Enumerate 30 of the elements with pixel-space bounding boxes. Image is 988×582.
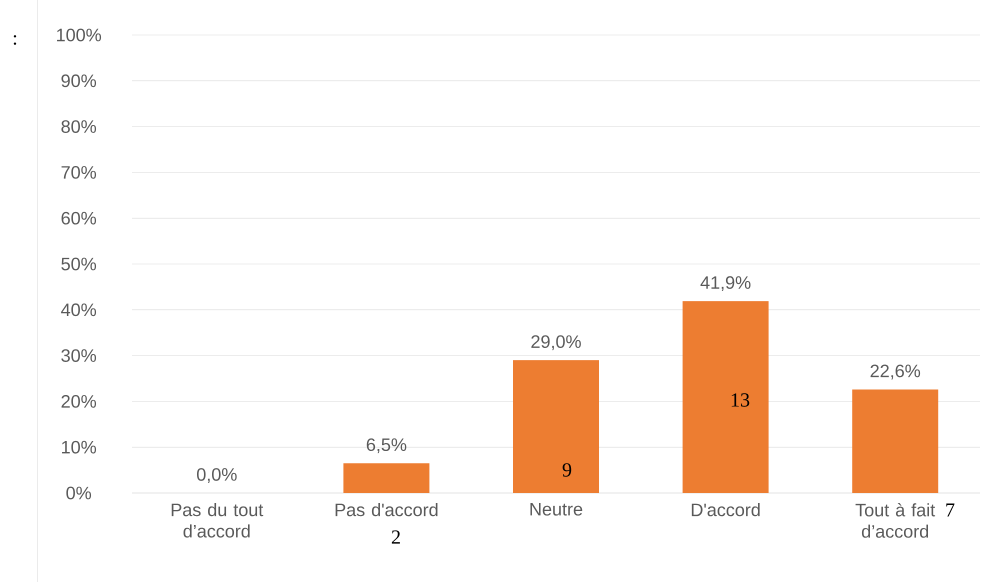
data-label: 29,0% [531,335,581,350]
x-tick-label: Pas d'accord [336,503,438,516]
x-tick-label: Neutre [530,503,582,516]
x-tick-label: Tout à fait d’accord [856,503,936,538]
y-tick-label: 30% [61,349,96,362]
text: : [14,35,16,45]
annotation: 13 [732,393,750,407]
data-label: 22,6% [870,364,920,380]
y-tick-label: 50% [61,258,96,270]
y-tick-label: 70% [62,166,96,179]
bar [682,301,769,493]
bar [852,389,938,493]
data-label: 41,9% [700,276,750,292]
y-tick-label: 10% [62,440,96,454]
x-tick-label: D'accord [692,503,760,516]
y-tick-label: 100% [57,28,102,42]
text: 2 [392,530,400,544]
y-tick-label: 40% [61,303,96,316]
bar [343,463,430,493]
y-tick-label: 60% [62,212,96,225]
y-tick-label: 80% [61,120,96,133]
annotation: 9 [562,463,572,477]
y-tick-label: 20% [62,395,96,408]
text: 7 [946,503,954,517]
data-label: 0,0% [197,468,237,483]
y-tick-label: 90% [61,74,96,88]
bar [513,360,600,493]
y-tick-label: 0% [66,486,92,500]
data-label: 6,5% [366,438,406,454]
x-tick-label: Pas du tout d’accord [172,503,264,538]
